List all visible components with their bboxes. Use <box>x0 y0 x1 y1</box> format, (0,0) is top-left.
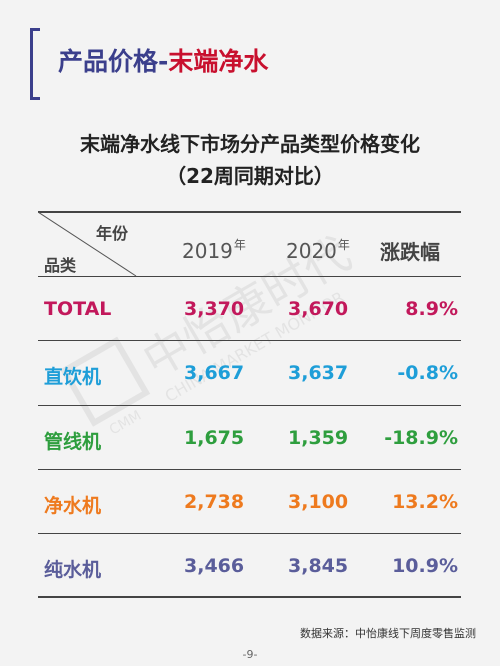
row-change: 8.9% <box>405 298 458 320</box>
table-header-rule <box>38 276 461 277</box>
table-row-divider <box>38 533 461 534</box>
title-bracket-decoration <box>30 28 40 100</box>
row-category: 直饮机 <box>44 366 102 388</box>
section-title-category: 产品价格- <box>58 47 169 76</box>
data-source-note: 数据来源：中怡康线下周度零售监测 <box>300 627 476 640</box>
row-value-2019: 3,370 <box>184 298 245 320</box>
year-2019-header: 2019年 <box>182 238 246 263</box>
watermark-logo-text: CMM <box>107 408 144 439</box>
table-row-divider <box>38 469 461 470</box>
row-change: 10.9% <box>392 555 458 577</box>
section-title: 产品价格-末端净水 <box>58 42 268 78</box>
row-value-2020: 3,845 <box>288 555 349 577</box>
corner-header-year: 年份 <box>96 224 129 243</box>
row-category: 纯水机 <box>44 559 102 581</box>
chart-subtitle: （22周同期对比） <box>166 164 334 188</box>
table-row-divider <box>38 405 461 406</box>
row-change: 13.2% <box>392 491 458 513</box>
section-title-product: 末端净水 <box>168 47 269 76</box>
row-value-2020: 3,637 <box>288 362 349 384</box>
row-category: TOTAL <box>44 298 112 320</box>
table-row-divider <box>38 340 461 341</box>
row-change: -0.8% <box>397 362 458 384</box>
row-value-2019: 2,738 <box>184 491 245 513</box>
header-diagonal-line <box>38 212 137 277</box>
chart-title: 末端净水线下市场分产品类型价格变化 <box>80 132 420 156</box>
row-value-2019: 3,667 <box>184 362 245 384</box>
row-value-2019: 1,675 <box>184 427 245 449</box>
corner-header-category: 品类 <box>44 256 77 275</box>
row-category: 净水机 <box>44 495 102 517</box>
row-change: -18.9% <box>384 427 458 449</box>
row-category: 管线机 <box>44 431 102 453</box>
watermark-logo-icon: 中怡康时代 CHINA MARKET MONITOR CMM <box>60 226 360 439</box>
row-value-2020: 3,100 <box>288 491 349 513</box>
year-2020-header: 2020年 <box>286 238 350 263</box>
row-value-2020: 1,359 <box>288 427 349 449</box>
table-top-rule <box>38 211 461 213</box>
change-header: 涨跌幅 <box>380 240 440 264</box>
table-bottom-rule <box>38 596 461 598</box>
row-value-2020: 3,670 <box>288 298 349 320</box>
row-value-2019: 3,466 <box>184 555 245 577</box>
page-number: -9- <box>242 648 258 661</box>
